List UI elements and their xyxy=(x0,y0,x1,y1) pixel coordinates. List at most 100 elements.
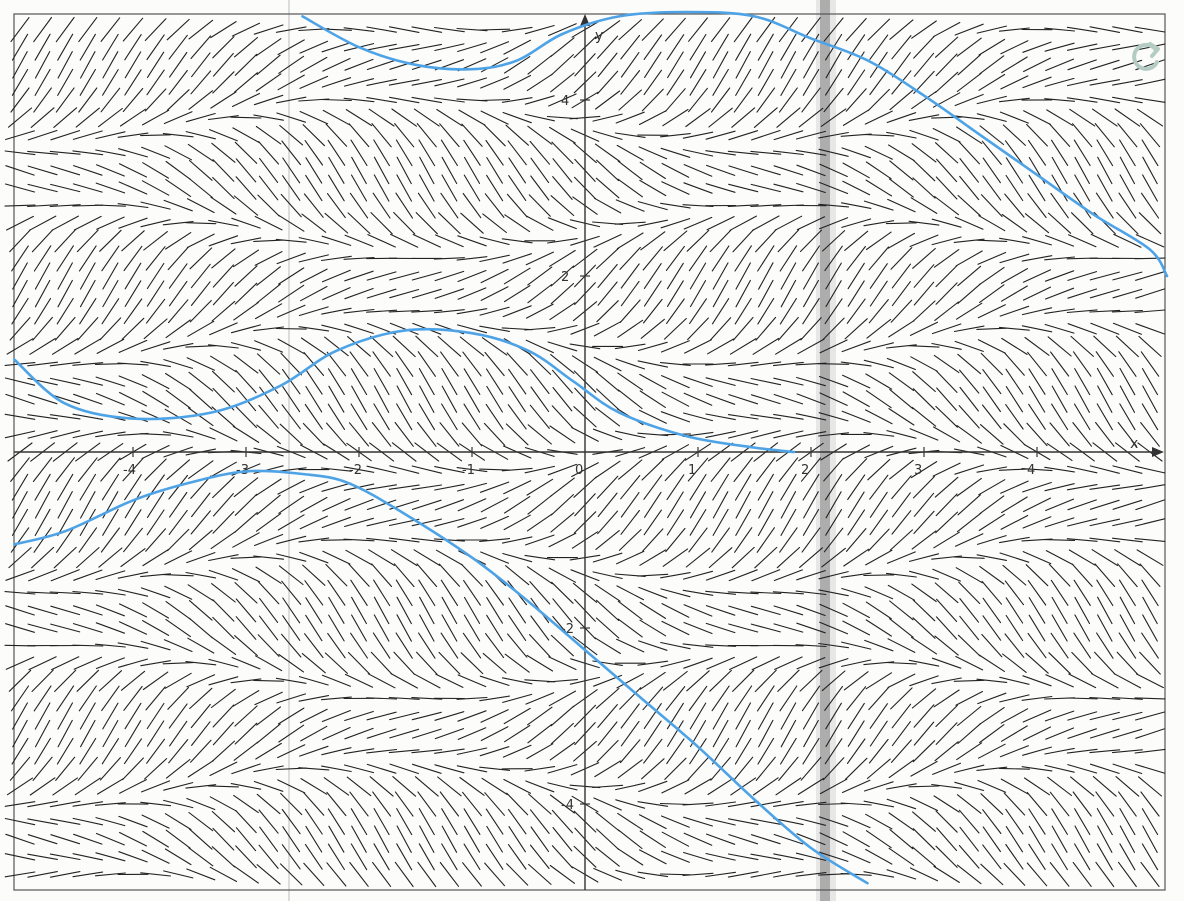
slope-segment xyxy=(640,231,666,251)
slope-segment xyxy=(931,323,962,335)
slope-segment xyxy=(299,110,329,125)
slope-segment xyxy=(841,641,872,650)
slope-segment xyxy=(911,143,937,163)
slope-segment xyxy=(775,338,802,355)
slope-segment xyxy=(1112,79,1143,86)
slope-segment xyxy=(705,833,736,845)
slope-segment xyxy=(373,825,390,853)
reset-button[interactable] xyxy=(1126,36,1166,76)
slope-segment xyxy=(415,335,439,358)
slope-segment xyxy=(1027,580,1047,606)
slope-segment xyxy=(908,785,940,788)
slope-segment xyxy=(1118,192,1137,219)
slope-segment xyxy=(595,371,620,392)
slope-segment xyxy=(525,303,554,319)
slope-segment xyxy=(79,33,96,61)
slope-segment xyxy=(735,508,752,536)
slope-segment xyxy=(888,759,915,779)
slope-segment xyxy=(27,129,58,141)
slope-segment xyxy=(441,614,458,642)
slope-segment xyxy=(730,777,757,796)
slope-segment xyxy=(1026,791,1048,817)
slope-segment xyxy=(419,614,435,642)
slope-segment xyxy=(142,671,169,691)
slope-segment xyxy=(750,414,782,420)
slope-segment xyxy=(999,305,1030,317)
slope-segment xyxy=(705,622,736,634)
slope-segment xyxy=(976,678,1008,683)
slope-segment xyxy=(727,818,759,825)
slope-segment xyxy=(954,764,985,773)
slope-segment xyxy=(350,843,368,871)
slope-segment xyxy=(146,69,165,96)
slope-segment xyxy=(886,357,916,371)
y-tick-label: -4 xyxy=(561,798,574,813)
slope-segment xyxy=(368,108,395,127)
slope-segment xyxy=(1002,564,1027,586)
slope-segment xyxy=(1004,193,1025,218)
slope-segment xyxy=(799,229,823,253)
slope-segment xyxy=(889,19,914,40)
slope-segment xyxy=(547,764,578,774)
slope-segment xyxy=(1050,192,1069,219)
slope-segment xyxy=(525,780,555,793)
slope-segment xyxy=(123,527,143,553)
slope-segment xyxy=(322,109,351,126)
slope-segment xyxy=(640,318,665,339)
slope-segment xyxy=(33,527,52,553)
slope-segment xyxy=(638,640,668,651)
slope-segment xyxy=(146,34,165,61)
slope-segment xyxy=(819,392,848,406)
slope-segment xyxy=(95,852,126,862)
slope-segment xyxy=(168,263,188,289)
slope-segment xyxy=(165,372,192,391)
slope-segment xyxy=(959,175,980,201)
slope-segment xyxy=(689,33,707,61)
slope-segment xyxy=(190,35,212,60)
slope-segment xyxy=(548,532,577,548)
slope-segment xyxy=(162,662,194,665)
slope-segment xyxy=(1005,386,1024,413)
slope-segment xyxy=(750,183,781,193)
slope-segment xyxy=(684,778,712,795)
slope-segment xyxy=(463,174,481,202)
slope-segment xyxy=(1005,808,1024,835)
slope-segment xyxy=(659,362,691,366)
slope-segment xyxy=(932,762,962,775)
slope-segment xyxy=(343,764,375,774)
slope-segment xyxy=(953,325,985,333)
slope-segment xyxy=(212,476,235,499)
slope-segment xyxy=(506,352,528,376)
slope-segment xyxy=(438,563,460,587)
slope-segment xyxy=(891,35,912,60)
slope-segment xyxy=(345,109,373,127)
slope-segment xyxy=(298,237,329,245)
slope-segment xyxy=(1071,563,1093,587)
slope-segment xyxy=(953,679,985,682)
slope-segment xyxy=(479,695,510,702)
slope-segment xyxy=(34,737,51,765)
slope-segment xyxy=(482,213,507,234)
slope-segment xyxy=(682,131,714,139)
slope-segment xyxy=(803,719,819,748)
slope-segment xyxy=(235,845,257,869)
slope-segment xyxy=(977,743,1006,759)
slope-segment xyxy=(887,584,916,601)
slope-segment xyxy=(1074,174,1091,202)
slope-segment xyxy=(504,56,531,74)
slope-segment xyxy=(1072,791,1092,817)
slope-segment xyxy=(141,109,170,126)
slope-segment xyxy=(419,596,435,625)
slope-segment xyxy=(253,114,284,121)
slope-segment xyxy=(508,157,527,184)
slope-segment xyxy=(343,466,375,473)
slope-segment xyxy=(1005,843,1024,870)
slope-segment xyxy=(102,720,119,748)
slope-segment xyxy=(72,430,104,439)
slope-segment xyxy=(73,569,103,581)
slope-segment xyxy=(643,263,662,289)
slope-segment xyxy=(958,405,980,429)
slope-segment xyxy=(1044,764,1075,773)
slope-segment xyxy=(276,252,306,265)
slope-segment xyxy=(140,640,171,651)
